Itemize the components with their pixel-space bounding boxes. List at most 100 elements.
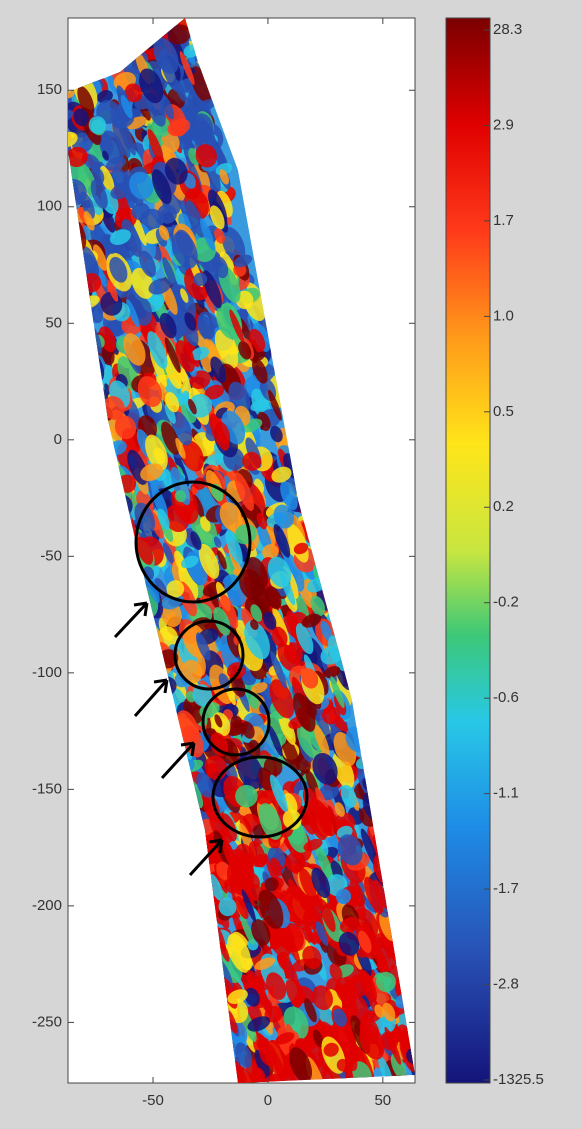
texture <box>415 1045 434 1064</box>
colorbar-tick-label: 2.9 <box>493 116 514 133</box>
texture <box>7 66 31 93</box>
texture <box>17 118 47 152</box>
texture <box>0 24 12 46</box>
texture <box>9 103 25 121</box>
texture <box>315 844 334 882</box>
texture <box>34 213 63 254</box>
texture <box>0 83 29 129</box>
texture <box>281 734 300 771</box>
colorbar-tick-label: -1.7 <box>493 880 519 897</box>
texture <box>417 1060 444 1082</box>
texture <box>28 41 54 72</box>
texture <box>101 208 116 233</box>
texture <box>240 913 255 945</box>
texture <box>40 110 60 139</box>
texture <box>204 384 225 400</box>
texture <box>0 46 17 80</box>
texture <box>27 155 53 192</box>
colorbar-tick-label: -1.1 <box>493 785 519 802</box>
texture <box>283 552 305 592</box>
texture <box>23 174 39 197</box>
texture <box>360 828 379 868</box>
texture <box>345 994 369 1024</box>
texture <box>162 542 174 564</box>
texture <box>320 621 333 642</box>
texture <box>0 31 16 66</box>
texture <box>14 52 36 71</box>
texture <box>7 34 36 62</box>
colorbar-tick-label: 0.5 <box>493 403 514 420</box>
colorbar-tick-label: -0.6 <box>493 689 519 706</box>
texture <box>0 28 7 50</box>
texture <box>49 129 60 144</box>
texture <box>21 16 47 46</box>
texture <box>39 14 57 31</box>
colorbar-tick-label: -0.2 <box>493 594 519 611</box>
texture <box>136 536 154 565</box>
y-tick-label: 100 <box>37 198 62 215</box>
y-tick-label: -50 <box>40 547 62 564</box>
texture <box>250 682 268 694</box>
texture <box>6 77 37 114</box>
texture <box>159 312 177 339</box>
texture <box>52 153 70 180</box>
texture <box>242 680 259 709</box>
texture <box>278 710 296 745</box>
colorbar-tick-label: 28.3 <box>493 21 522 38</box>
texture <box>262 544 279 560</box>
texture <box>198 315 215 340</box>
texture <box>0 9 19 37</box>
colorbar-tick-label: 0.2 <box>493 498 514 515</box>
x-tick-label: 50 <box>374 1092 391 1109</box>
texture <box>53 37 68 55</box>
texture <box>190 66 213 104</box>
texture <box>334 802 345 817</box>
texture <box>45 224 70 254</box>
texture <box>332 752 355 789</box>
texture <box>39 17 50 34</box>
texture <box>0 74 20 108</box>
texture <box>28 6 57 42</box>
texture <box>36 225 59 243</box>
colorbar-tick-label: -2.8 <box>493 976 519 993</box>
x-tick-label: -50 <box>142 1092 164 1109</box>
texture <box>32 99 53 122</box>
texture <box>18 40 51 80</box>
texture <box>255 520 272 552</box>
y-tick-label: 50 <box>45 314 62 331</box>
texture <box>39 12 53 34</box>
texture <box>26 163 48 201</box>
texture <box>0 28 18 68</box>
texture <box>239 815 254 841</box>
texture <box>49 223 69 246</box>
texture <box>32 214 57 254</box>
y-tick-label: 0 <box>54 431 62 448</box>
texture <box>29 102 47 125</box>
texture <box>422 1046 437 1064</box>
x-tick-label: 0 <box>264 1092 272 1109</box>
texture <box>0 61 25 98</box>
texture <box>239 318 253 347</box>
texture <box>32 139 62 176</box>
texture <box>4 53 33 80</box>
texture <box>24 22 57 67</box>
texture <box>214 329 239 369</box>
texture <box>33 25 56 63</box>
texture <box>47 31 70 59</box>
colorbar-tick-label: 1.7 <box>493 212 514 229</box>
texture <box>37 224 65 258</box>
texture <box>30 125 55 145</box>
texture <box>7 30 34 52</box>
texture <box>2 13 28 55</box>
texture <box>93 244 108 271</box>
texture <box>41 260 68 300</box>
texture <box>11 19 27 36</box>
texture <box>41 51 60 77</box>
texture <box>0 33 8 52</box>
texture <box>217 550 227 570</box>
texture <box>213 536 222 548</box>
colorbar <box>445 17 491 1084</box>
texture <box>335 1025 356 1048</box>
texture <box>46 37 57 50</box>
texture <box>18 7 45 37</box>
